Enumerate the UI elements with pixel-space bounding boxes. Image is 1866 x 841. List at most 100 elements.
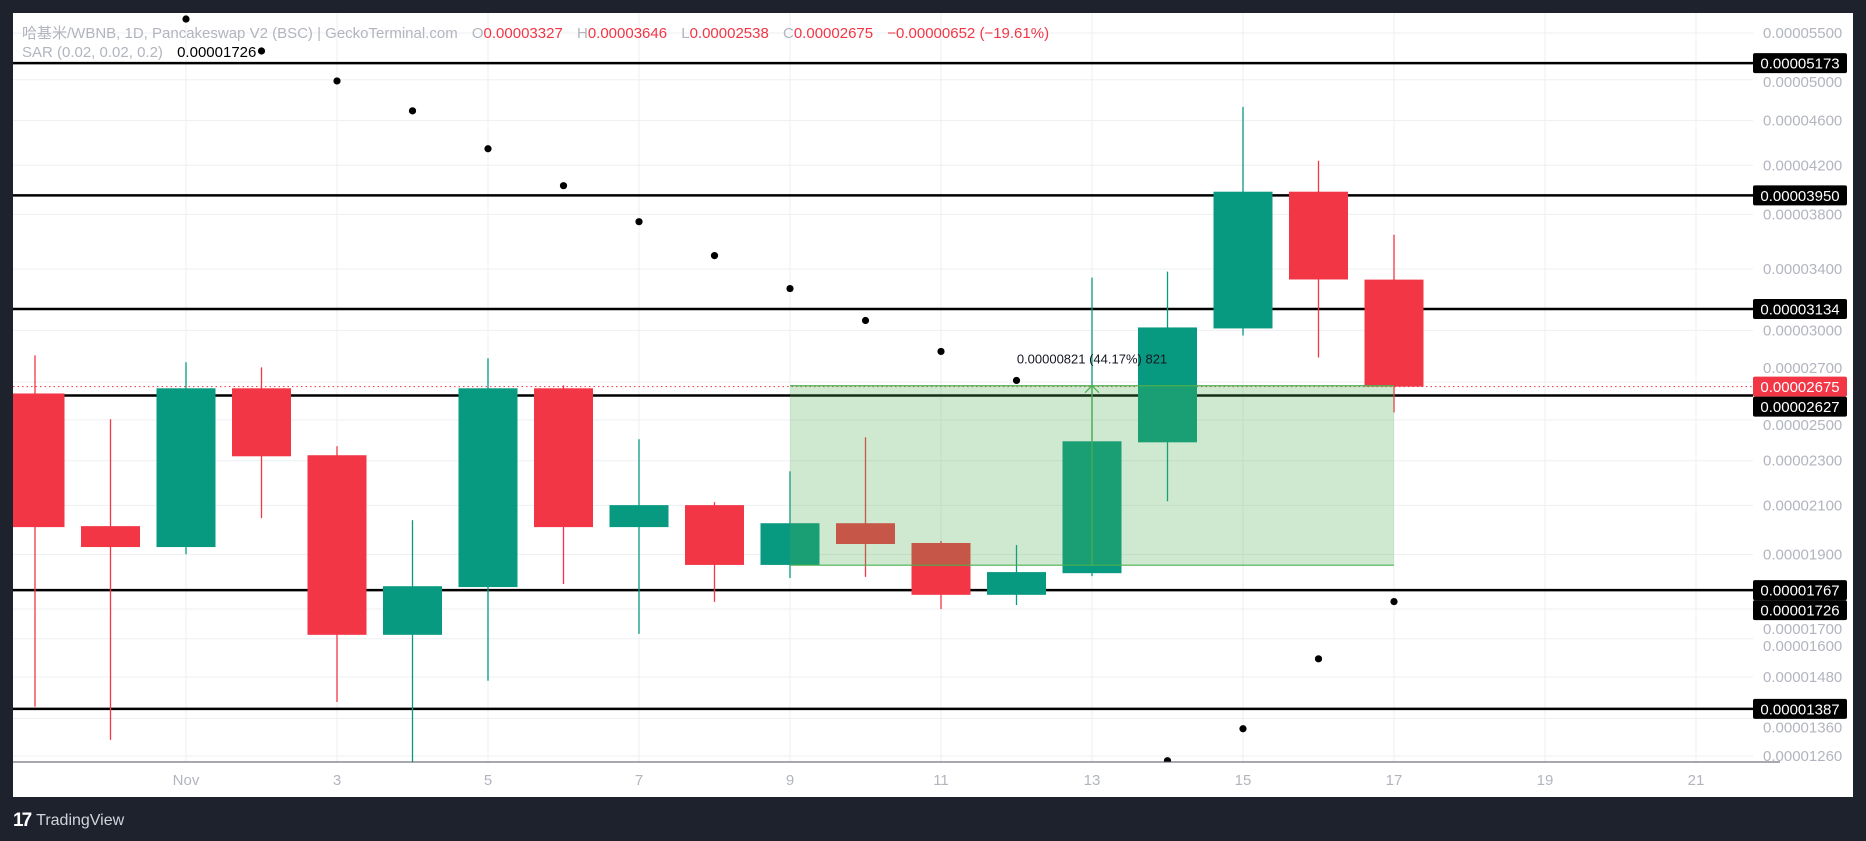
candle[interactable] (911, 540, 971, 610)
x-tick-label: 13 (1084, 772, 1101, 789)
chart-panel[interactable] (13, 13, 1853, 797)
y-tick-label: 0.00003400 (1763, 261, 1842, 278)
x-tick-label: 17 (1386, 772, 1403, 789)
candle-body (609, 505, 669, 528)
candle[interactable] (836, 437, 895, 577)
x-tick-label: 7 (635, 772, 643, 789)
sar-point (786, 284, 794, 293)
candle[interactable] (1138, 271, 1197, 502)
level-price-badge: 0.00001767 (1753, 580, 1847, 601)
candle[interactable] (307, 446, 367, 702)
candle[interactable] (81, 419, 140, 740)
y-tick-label: 0.00004600 (1763, 113, 1842, 130)
high-label: H (576, 25, 588, 42)
candle[interactable] (1364, 234, 1424, 413)
candle-body (685, 505, 744, 565)
tradingview-branding[interactable]: 17 TradingView (13, 810, 124, 832)
candle[interactable] (458, 358, 518, 681)
sar-point (861, 316, 870, 325)
level-price-badge-text: 0.00003950 (1760, 188, 1839, 205)
level-price-badge-bg (1753, 580, 1847, 601)
y-tick-label: 0.00001480 (1763, 669, 1842, 686)
level-price-badge: 0.00005173 (1753, 53, 1847, 74)
candle-body (156, 388, 216, 548)
level-price-badge-bg (1753, 298, 1847, 319)
y-tick-label: 0.00003000 (1763, 322, 1842, 339)
candle[interactable] (232, 367, 291, 519)
level-price-badge-bg (1753, 185, 1847, 206)
tradingview-logo-icon: 17 (13, 810, 32, 831)
sar-value: 0.00001726 (177, 44, 257, 61)
candle-body (760, 523, 820, 565)
sar-point (559, 182, 568, 190)
x-tick-label: Nov (173, 772, 200, 789)
sar-point (1012, 376, 1021, 385)
sar-point (1314, 655, 1323, 663)
candle[interactable] (609, 439, 669, 634)
candle-body (13, 393, 65, 528)
symbol-title[interactable]: 哈基米/WBNB, 1D, Pancakeswap V2 (BSC) | Gec… (22, 25, 458, 42)
y-tick-label: 0.00002500 (1763, 417, 1842, 434)
last-price-badge-bg (1753, 376, 1847, 397)
candle[interactable] (156, 362, 216, 555)
sar-point (710, 251, 719, 260)
x-tick-label: 5 (484, 772, 492, 789)
level-price-badge-text: 0.00001767 (1760, 583, 1839, 600)
sar-point (484, 145, 492, 153)
candle-body (911, 542, 971, 595)
candle[interactable] (987, 545, 1046, 606)
last-price-badge: 0.00002675 (1753, 376, 1847, 397)
candle[interactable] (685, 502, 744, 602)
candle[interactable] (760, 471, 820, 579)
sar-point (937, 347, 945, 356)
low-label: L (681, 25, 690, 42)
candle[interactable] (1289, 160, 1348, 358)
change-value: −0.00000652 (−19.61%) (887, 25, 1050, 42)
level-price-badge: 0.00002627 (1753, 396, 1847, 417)
sar-point (333, 77, 341, 85)
level-price-badge-text: 0.00002627 (1760, 399, 1839, 416)
level-price-badge-text: 0.00003134 (1760, 301, 1839, 318)
level-price-badge-bg (1753, 698, 1847, 719)
sar-label[interactable]: SAR (0.02, 0.02, 0.2) (22, 44, 163, 61)
candle[interactable] (534, 385, 593, 585)
sar-point (182, 15, 190, 23)
level-price-badge-text: 0.00005173 (1760, 56, 1839, 73)
y-tick-label: 0.00004200 (1763, 157, 1842, 174)
candle-body (534, 388, 593, 528)
candle[interactable] (383, 520, 442, 769)
sar-point (257, 47, 266, 55)
sar-point (1163, 757, 1172, 762)
candle-body (1289, 191, 1348, 280)
y-tick-label: 0.00005500 (1763, 25, 1842, 42)
sar-point (408, 107, 417, 115)
sar-point (1390, 598, 1398, 606)
tradingview-name: TradingView (36, 812, 125, 829)
level-price-badge-bg (1753, 396, 1847, 417)
candle-body (383, 586, 442, 635)
candle-body (1138, 327, 1197, 443)
y-tick-label: 0.00002700 (1763, 360, 1842, 377)
candle-body (1213, 191, 1273, 329)
level-price-badge-bg (1753, 53, 1847, 74)
sar-legend: SAR (0.02, 0.02, 0.2) 0.00001726 (22, 44, 256, 61)
y-tick-label: 0.00005000 (1763, 74, 1842, 91)
plot-area[interactable]: 0.00000821 (44.17%) 821 (6, 13, 1781, 769)
y-tick-label: 0.00003800 (1763, 206, 1842, 223)
x-tick-label: 21 (1688, 772, 1705, 789)
level-price-badge: 0.00003134 (1753, 298, 1847, 319)
candle-body (232, 388, 291, 457)
open-value: 0.00003327 (483, 25, 563, 42)
arrow-up-icon (1084, 384, 1100, 394)
price-range-measure[interactable]: 0.00000821 (44.17%) 821 (790, 352, 1394, 566)
low-value: 0.00002538 (689, 25, 769, 42)
y-tick-label: 0.00001360 (1763, 720, 1842, 737)
candle-body (458, 388, 518, 588)
y-tick-label: 0.00002300 (1763, 453, 1842, 470)
x-tick-label: 19 (1537, 772, 1554, 789)
candle[interactable] (6, 355, 65, 707)
x-tick-label: 15 (1235, 772, 1252, 789)
candle[interactable] (1213, 106, 1273, 336)
high-value: 0.00003646 (587, 25, 668, 42)
